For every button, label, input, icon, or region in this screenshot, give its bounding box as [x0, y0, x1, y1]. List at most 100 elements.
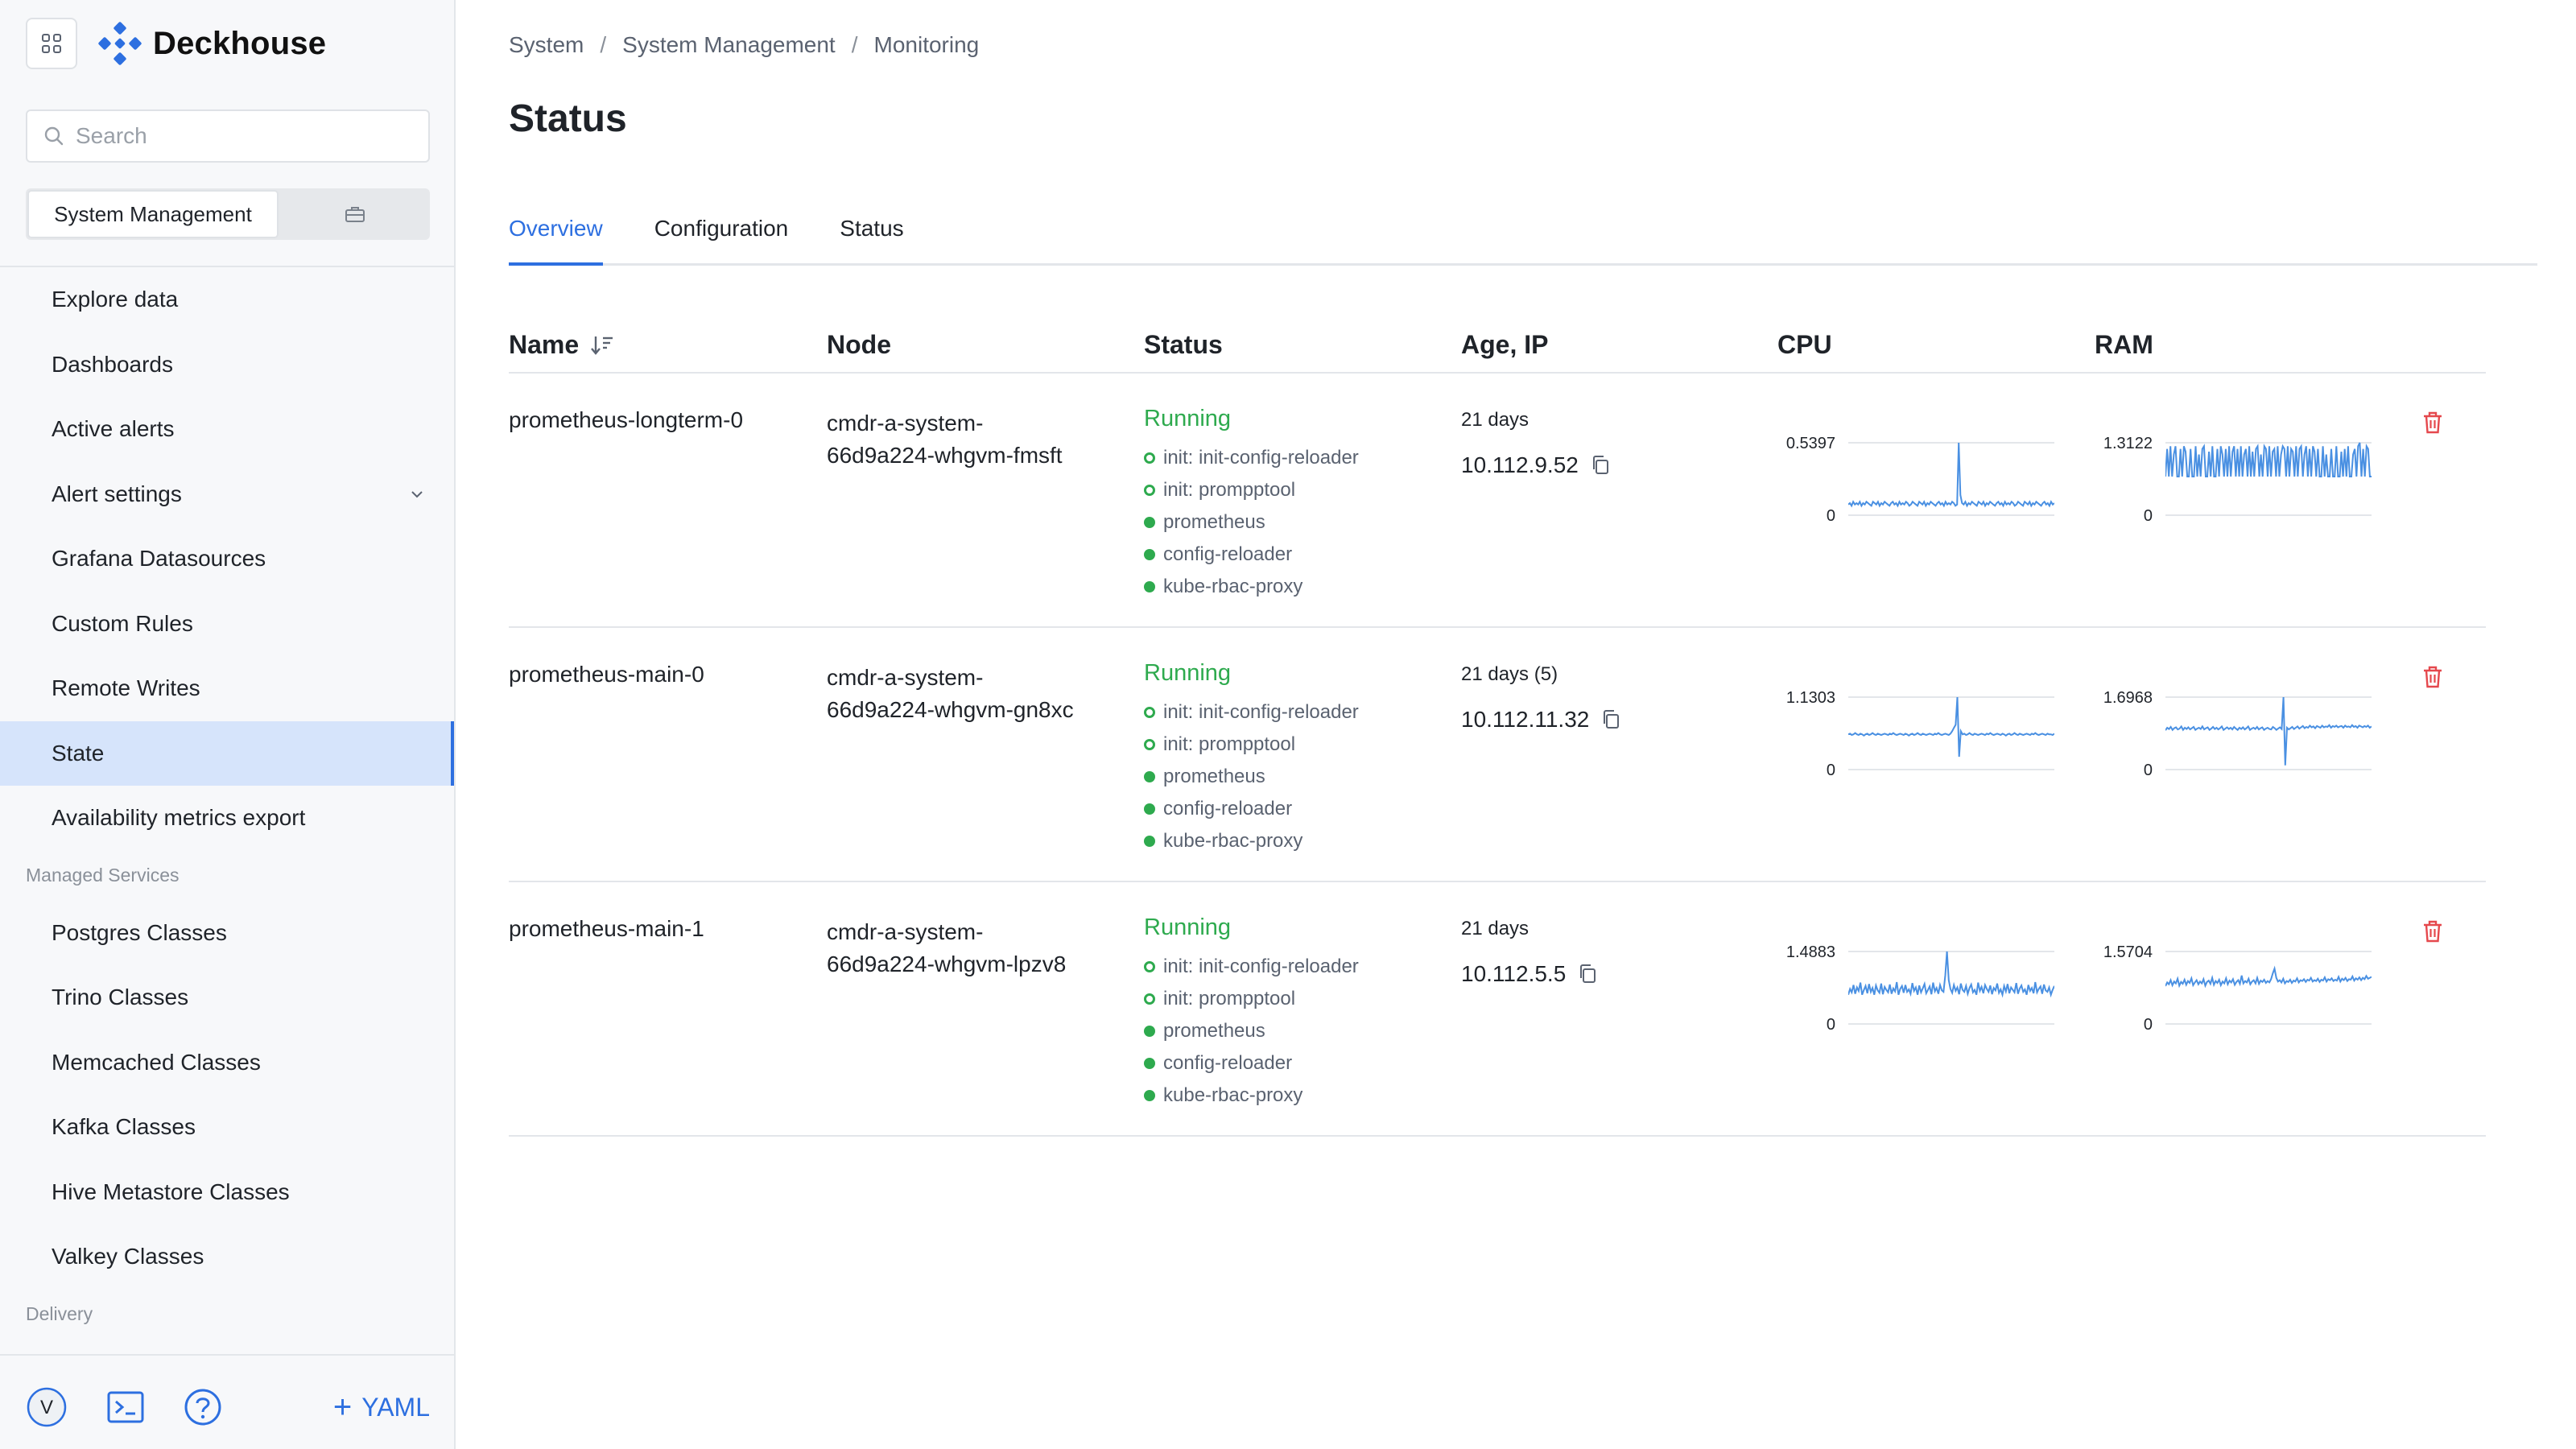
app-switcher-button[interactable]	[26, 18, 77, 69]
table-row[interactable]: prometheus-main-0 cmdr-a-system- 66d9a22…	[509, 628, 2486, 882]
context-switcher: System Management	[26, 188, 430, 240]
terminal-icon	[107, 1391, 144, 1423]
column-header-age-ip: Age, IP	[1461, 330, 1549, 359]
cpu-max-label: 1.4883	[1785, 943, 1835, 961]
chart-series-line	[2165, 442, 2372, 477]
running-status-dot	[1144, 1026, 1155, 1037]
ram-sparkline	[2165, 696, 2372, 770]
running-status-dot	[1144, 836, 1155, 847]
tab-status[interactable]: Status	[840, 216, 904, 241]
sidebar-header: Deckhouse	[26, 18, 326, 69]
table-row[interactable]: prometheus-main-1 cmdr-a-system- 66d9a22…	[509, 882, 2486, 1137]
ram-min-label: 0	[2143, 507, 2153, 525]
chart-series-line	[1848, 442, 2054, 508]
sidebar-item-state[interactable]: State	[0, 720, 454, 786]
sidebar-item-postgres-classes[interactable]: Postgres Classes	[0, 901, 454, 966]
cpu-sparkline	[1848, 696, 2054, 770]
container-item: kube-rbac-proxy	[1144, 1080, 1359, 1112]
breadcrumb-item[interactable]: System Management	[622, 32, 836, 57]
ip-value: 10.112.5.5	[1461, 961, 1567, 986]
context-other[interactable]	[280, 188, 430, 240]
init-status-dot	[1144, 961, 1155, 972]
running-status-dot	[1144, 549, 1155, 560]
sidebar-item-kafka-classes[interactable]: Kafka Classes	[0, 1095, 454, 1160]
cpu-min-label: 0	[1826, 1016, 1835, 1034]
context-system-management[interactable]: System Management	[27, 190, 279, 238]
page-title: Status	[509, 97, 627, 140]
copy-icon[interactable]	[1590, 454, 1611, 477]
copy-icon[interactable]	[1577, 963, 1598, 985]
add-yaml-button[interactable]: + YAML	[333, 1391, 430, 1423]
container-label: init: init-config-reloader	[1163, 956, 1359, 977]
sidebar-item-valkey-classes[interactable]: Valkey Classes	[0, 1224, 454, 1290]
pod-node: cmdr-a-system- 66d9a224-whgvm-fmsft	[827, 407, 1063, 472]
sidebar-item-explore-data[interactable]: Explore data	[0, 267, 454, 332]
plus-icon: +	[332, 1389, 353, 1425]
column-header-label: Name	[509, 330, 580, 359]
breadcrumb-item[interactable]: Monitoring	[873, 32, 980, 57]
tab-overview[interactable]: Overview	[509, 216, 603, 266]
container-label: kube-rbac-proxy	[1163, 830, 1303, 852]
ram-sparkline	[2165, 442, 2372, 516]
sort-icon[interactable]	[590, 333, 614, 357]
delete-pod-button[interactable]	[2421, 919, 2444, 947]
container-item: prometheus	[1144, 1015, 1359, 1047]
ram-min-label: 0	[2143, 762, 2153, 779]
user-avatar[interactable]: V	[26, 1386, 68, 1428]
sidebar-item-trino-classes[interactable]: Trino Classes	[0, 965, 454, 1030]
section-delivery: Delivery	[26, 1303, 93, 1324]
cpu-sparkline	[1848, 442, 2054, 516]
container-item: config-reloader	[1144, 793, 1359, 825]
pod-ip: 10.112.11.32	[1461, 707, 1621, 733]
sidebar-item-memcached-classes[interactable]: Memcached Classes	[0, 1030, 454, 1096]
pod-name[interactable]: prometheus-longterm-0	[509, 407, 744, 432]
delete-pod-button[interactable]	[2421, 411, 2444, 439]
delete-pod-button[interactable]	[2421, 665, 2444, 693]
column-header-name[interactable]: Name	[509, 330, 614, 360]
node-line: cmdr-a-system-	[827, 411, 984, 436]
sidebar-item-remote-writes[interactable]: Remote Writes	[0, 656, 454, 721]
search-input[interactable]	[76, 123, 414, 149]
sidebar-item-availability-metrics-export[interactable]: Availability metrics export	[0, 786, 454, 851]
sidebar-item-hive-metastore-classes[interactable]: Hive Metastore Classes	[0, 1160, 454, 1225]
copy-icon[interactable]	[1600, 708, 1621, 731]
sidebar-item-dashboards[interactable]: Dashboards	[0, 332, 454, 398]
pod-age: 21 days (5)	[1461, 663, 1558, 685]
app-name: Deckhouse	[153, 25, 327, 61]
sidebar-item-custom-rules[interactable]: Custom Rules	[0, 592, 454, 657]
container-item: config-reloader	[1144, 1047, 1359, 1080]
running-status-dot	[1144, 581, 1155, 592]
pod-ip: 10.112.5.5	[1461, 961, 1598, 987]
container-label: prometheus	[1163, 1020, 1265, 1042]
pod-name[interactable]: prometheus-main-1	[509, 916, 704, 941]
deckhouse-logo-icon	[98, 22, 142, 65]
sidebar-item-label: Alert settings	[52, 481, 182, 506]
pod-status: Running init: init-config-reloader init:…	[1144, 406, 1359, 603]
container-label: config-reloader	[1163, 798, 1293, 819]
sidebar-item-label: Explore data	[52, 287, 179, 312]
pods-table: Name Node Status Age, IP CPU RAM prometh…	[509, 322, 2486, 1137]
init-status-dot	[1144, 739, 1155, 750]
breadcrumb-item[interactable]: System	[509, 32, 584, 57]
container-item: kube-rbac-proxy	[1144, 571, 1359, 603]
breadcrumb-separator: /	[600, 32, 607, 57]
ip-value: 10.112.9.52	[1461, 452, 1579, 477]
sidebar-item-label: Custom Rules	[52, 610, 193, 636]
pod-name[interactable]: prometheus-main-0	[509, 662, 704, 687]
pod-node: cmdr-a-system- 66d9a224-whgvm-lpzv8	[827, 916, 1066, 980]
ip-value: 10.112.11.32	[1461, 707, 1590, 732]
container-label: init: init-config-reloader	[1163, 701, 1359, 723]
ram-sparkline	[2165, 951, 2372, 1025]
terminal-button[interactable]	[106, 1390, 145, 1424]
table-row[interactable]: prometheus-longterm-0 cmdr-a-system- 66d…	[509, 374, 2486, 628]
pod-age-ip: 21 days (5) 10.112.11.32	[1461, 663, 1621, 733]
help-button[interactable]	[184, 1388, 222, 1426]
sidebar-item-label: Valkey Classes	[52, 1244, 204, 1269]
tab-configuration[interactable]: Configuration	[654, 216, 789, 241]
sidebar-item-label: Trino Classes	[52, 985, 189, 1010]
sidebar-item-active-alerts[interactable]: Active alerts	[0, 397, 454, 462]
sidebar-item-grafana-datasources[interactable]: Grafana Datasources	[0, 526, 454, 592]
logo[interactable]: Deckhouse	[98, 22, 326, 65]
sidebar-item-alert-settings[interactable]: Alert settings	[0, 462, 454, 527]
grid-icon	[42, 34, 61, 53]
